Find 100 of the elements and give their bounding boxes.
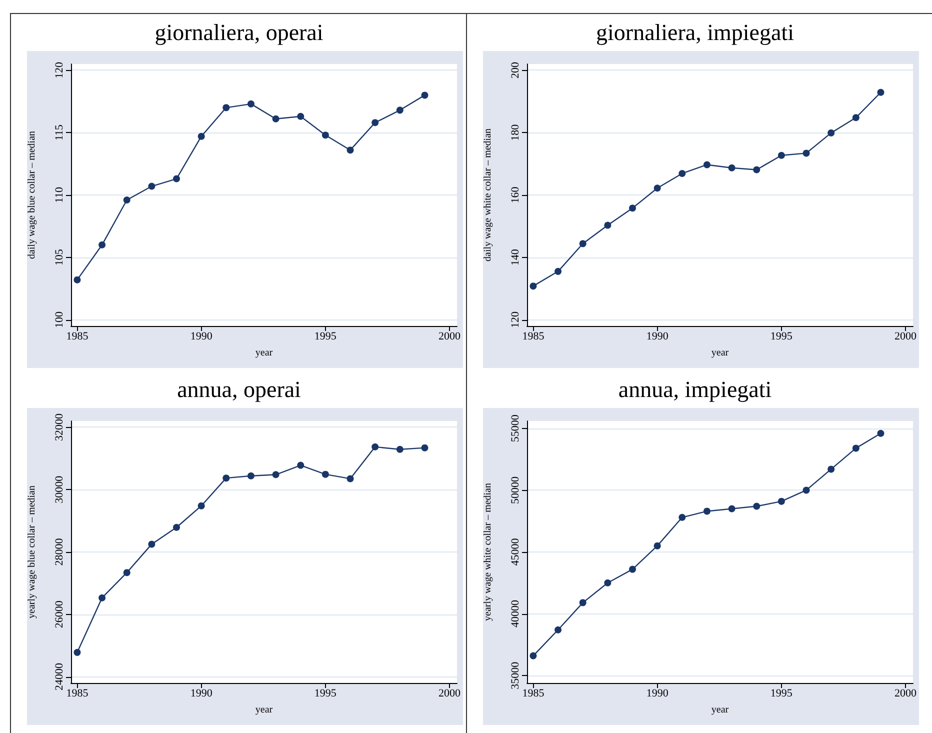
point xyxy=(802,486,810,494)
y-tick-label: 24000 xyxy=(54,662,66,691)
point xyxy=(272,115,280,122)
point xyxy=(74,276,81,284)
y-tick-label: 105 xyxy=(54,248,66,266)
point xyxy=(579,599,586,606)
point xyxy=(678,514,686,521)
chart-title: giornaliera, impiegati xyxy=(596,20,794,45)
point xyxy=(877,430,884,437)
point xyxy=(198,132,205,140)
point xyxy=(272,471,280,478)
point xyxy=(74,648,81,656)
y-axis-title: yearly wage white collar – median xyxy=(482,483,494,621)
x-tick-label: 1990 xyxy=(190,688,213,700)
point xyxy=(828,466,835,473)
point xyxy=(98,594,106,602)
point xyxy=(297,112,304,120)
x-tick-label: 1985 xyxy=(522,688,545,700)
point xyxy=(98,241,106,248)
point xyxy=(579,240,586,248)
x-axis-title: year xyxy=(711,348,730,358)
point xyxy=(604,222,612,229)
point xyxy=(322,132,329,139)
point xyxy=(222,474,230,482)
point xyxy=(852,114,860,122)
point xyxy=(396,446,404,453)
x-tick-label: 2000 xyxy=(438,330,462,342)
point xyxy=(530,282,537,290)
y-tick-label: 140 xyxy=(510,248,522,266)
point xyxy=(222,104,230,112)
y-tick-label: 50000 xyxy=(510,476,522,504)
y-axis-title: daily wage blue collar – median xyxy=(26,130,38,260)
point xyxy=(802,150,810,157)
y-tick-label: 55000 xyxy=(510,414,522,442)
y-axis-title: daily wage white collar – median xyxy=(482,128,494,262)
y-tick-label: 160 xyxy=(510,186,522,204)
point xyxy=(148,540,156,548)
x-tick-label: 1995 xyxy=(314,330,337,342)
x-tick-label: 1985 xyxy=(66,330,89,342)
point xyxy=(173,524,180,531)
point xyxy=(421,444,428,452)
y-axis-title: yearly wage blue collar – median xyxy=(26,486,38,618)
point xyxy=(173,175,180,182)
x-axis-title: year xyxy=(711,704,730,716)
point xyxy=(852,444,860,452)
x-tick-label: 1995 xyxy=(314,688,337,700)
x-tick-label: 1985 xyxy=(522,330,545,342)
point xyxy=(654,184,661,192)
point xyxy=(778,152,785,159)
point xyxy=(778,498,785,505)
chart-title: giornaliera, operai xyxy=(154,20,324,45)
x-tick-label: 1990 xyxy=(190,330,213,342)
point xyxy=(703,161,710,168)
y-tick-label: 200 xyxy=(510,61,522,78)
y-tick-label: 40000 xyxy=(510,600,522,628)
x-tick-label: 1990 xyxy=(646,688,669,700)
point xyxy=(297,462,304,469)
point xyxy=(372,119,379,126)
point xyxy=(753,166,760,174)
point xyxy=(728,164,736,172)
point xyxy=(530,652,537,660)
point xyxy=(372,443,379,450)
point xyxy=(604,579,612,586)
point xyxy=(629,566,636,573)
y-tick-label: 35000 xyxy=(510,661,522,690)
x-axis-title: year xyxy=(255,348,274,358)
y-tick-label: 180 xyxy=(510,124,522,141)
point xyxy=(123,196,130,204)
point xyxy=(421,92,428,99)
x-tick-label: 1990 xyxy=(646,330,669,342)
chart-title: annua, impiegati xyxy=(618,377,772,402)
chart-title: annua, operai xyxy=(177,377,301,402)
x-tick-label: 2000 xyxy=(894,688,918,700)
x-tick-label: 2000 xyxy=(894,330,918,342)
point xyxy=(629,204,636,212)
x-axis-title: year xyxy=(255,704,274,716)
y-tick-label: 110 xyxy=(54,186,66,204)
point xyxy=(346,146,354,154)
point xyxy=(753,502,760,510)
point xyxy=(828,129,835,136)
point xyxy=(247,100,254,108)
point xyxy=(247,472,254,480)
point xyxy=(198,502,205,510)
x-tick-label: 2000 xyxy=(438,688,462,700)
point xyxy=(148,182,156,190)
point xyxy=(728,505,736,512)
x-tick-label: 1995 xyxy=(770,330,793,342)
point xyxy=(123,569,130,576)
point xyxy=(554,626,562,634)
y-tick-label: 26000 xyxy=(54,600,66,628)
x-tick-label: 1995 xyxy=(770,688,793,700)
point xyxy=(877,88,884,96)
y-tick-label: 115 xyxy=(54,124,66,141)
y-tick-label: 100 xyxy=(54,311,66,328)
point xyxy=(346,475,354,482)
y-tick-label: 32000 xyxy=(54,412,66,441)
point xyxy=(554,268,562,275)
y-tick-label: 28000 xyxy=(54,538,66,566)
y-tick-label: 45000 xyxy=(510,538,522,566)
point xyxy=(654,542,661,550)
